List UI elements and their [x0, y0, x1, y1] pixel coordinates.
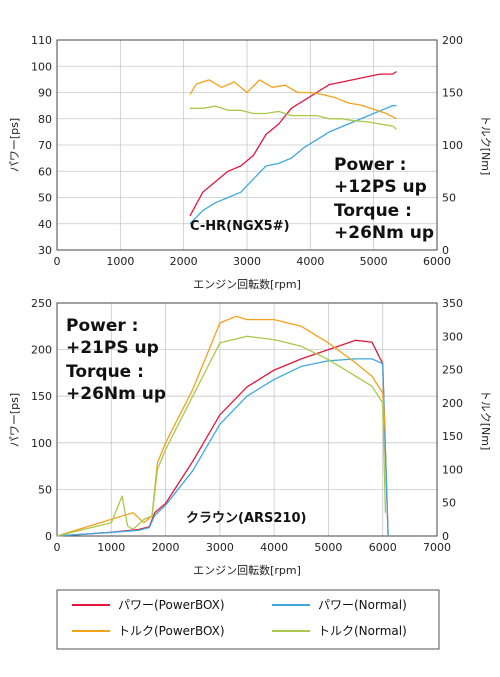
- legend-item-power-normal: パワー(Normal): [272, 598, 407, 612]
- chart-crown-model-label: クラウン(ARS210): [186, 511, 306, 526]
- chart-c-hr-y-left-tick-label: 110: [31, 34, 52, 47]
- chart-c-hr-y-left-tick-label: 50: [38, 192, 52, 205]
- chart-c-hr-y-right-tick-label: 50: [442, 192, 456, 205]
- chart-crown-y-right-tick-label: 150: [442, 430, 463, 443]
- chart-c-hr-series-power-normal: [189, 104, 397, 225]
- chart-c-hr-y-right-tick-label: 150: [442, 87, 463, 100]
- chart-c-hr-y-left-title: パワー[ps]: [8, 118, 21, 172]
- chart-c-hr-x-tick-label: 0: [54, 255, 61, 268]
- chart-crown-y-left-title: パワー[ps]: [8, 393, 21, 447]
- chart-c-hr-y-right-tick-label: 200: [442, 34, 463, 47]
- chart-crown-anno-4: +26Nm up: [66, 384, 166, 404]
- legend-item-power-powerbox: パワー(PowerBOX): [72, 598, 225, 612]
- chart-c-hr-x-tick-label: 4000: [296, 255, 324, 268]
- legend-label: トルク(Normal): [318, 624, 407, 638]
- chart-c-hr: 0 1000 2000 3000 4000 5000 6000304050607080901…: [8, 34, 492, 291]
- chart-crown-y-right-tick-label: 200: [442, 397, 463, 410]
- chart-c-hr-x-tick-label: 1000: [106, 255, 134, 268]
- chart-crown-y-right-tick-label: 100: [442, 463, 463, 476]
- chart-crown-y-right-title: トルク[Nm]: [479, 390, 492, 451]
- chart-crown-y-right-tick-label: 50: [442, 497, 456, 510]
- chart-crown-y-left-tick-label: 200: [31, 344, 52, 357]
- chart-c-hr-series-power-powerbox: [189, 70, 397, 217]
- chart-c-hr-y-left-tick-label: 30: [38, 244, 52, 257]
- legend-label: パワー(Normal): [318, 598, 407, 612]
- chart-c-hr-y-left-tick-label: 60: [38, 165, 52, 178]
- chart-c-hr-anno-2: +12PS up: [334, 177, 427, 197]
- legend: パワー(PowerBOX) パワー(Normal) トルク(PowerBOX) …: [56, 589, 440, 650]
- chart-c-hr-ticks: 0 1000 2000 3000 4000 5000 6000304050607080901…: [31, 34, 463, 268]
- chart-crown-y-left-tick-label: 250: [31, 297, 52, 310]
- chart-c-hr-y-left-tick-label: 90: [38, 87, 52, 100]
- chart-c-hr-x-tick-label: 5000: [360, 255, 388, 268]
- chart-crown-anno-3: Torque :: [66, 362, 144, 382]
- chart-crown-y-left-tick-label: 0: [45, 530, 52, 543]
- chart-c-hr-y-left-tick-label: 80: [38, 113, 52, 126]
- chart-crown-y-left-tick-label: 50: [38, 483, 52, 496]
- chart-c-hr-y-left-tick-label: 40: [38, 218, 52, 231]
- chart-crown-x-tick-label: 1000: [97, 541, 125, 554]
- chart-c-hr-y-right-title: トルク[Nm]: [479, 115, 492, 176]
- chart-crown-x-tick-label: 6000: [369, 541, 397, 554]
- legend-label: トルク(PowerBOX): [118, 624, 225, 638]
- chart-c-hr-x-tick-label: 6000: [423, 255, 451, 268]
- chart-c-hr-y-left-tick-label: 70: [38, 139, 52, 152]
- chart-c-hr-anno-4: +26Nm up: [334, 223, 434, 243]
- chart-crown-x-tick-label: 5000: [314, 541, 342, 554]
- chart-c-hr-series-torque-normal: [190, 105, 397, 130]
- chart-c-hr-series-torque-powerbox: [189, 79, 397, 120]
- legend-item-torque-powerbox: トルク(PowerBOX): [72, 624, 225, 638]
- chart-crown-x-tick-label: 2000: [152, 541, 180, 554]
- legend-box: [56, 589, 440, 650]
- chart-c-hr-anno-1: Power :: [334, 155, 406, 175]
- chart-crown-anno-2: +21PS up: [66, 338, 159, 358]
- chart-c-hr-model-label: C-HR(NGX5#): [190, 219, 290, 234]
- chart-crown-y-right-tick-label: 300: [442, 330, 463, 343]
- chart-c-hr-x-tick-label: 3000: [233, 255, 261, 268]
- chart-c-hr-y-left-tick-label: 100: [31, 60, 52, 73]
- chart-c-hr-x-tick-label: 2000: [170, 255, 198, 268]
- chart-crown-series-torque-normal: [56, 335, 387, 537]
- chart-crown-y-right-tick-label: 0: [442, 530, 449, 543]
- chart-crown-series-power-normal: [56, 358, 389, 537]
- chart-crown-x-title: エンジン回転数[rpm]: [193, 564, 301, 577]
- chart-crown-x-tick-label: 4000: [260, 541, 288, 554]
- legend-label: パワー(PowerBOX): [118, 598, 225, 612]
- legend-item-torque-normal: トルク(Normal): [272, 624, 407, 638]
- chart-c-hr-y-right-tick-label: 100: [442, 139, 463, 152]
- chart-crown-y-left-tick-label: 100: [31, 437, 52, 450]
- chart-c-hr-x-title: エンジン回転数[rpm]: [193, 278, 301, 291]
- chart-crown-y-left-tick-label: 150: [31, 390, 52, 403]
- chart-c-hr-y-right-tick-label: 0: [442, 244, 449, 257]
- chart-crown-x-tick-label: 7000: [423, 541, 451, 554]
- chart-crown-frame: [56, 302, 438, 537]
- chart-crown-x-tick-label: 3000: [206, 541, 234, 554]
- chart-c-hr-anno-3: Torque :: [334, 201, 412, 221]
- chart-crown-x-tick-label: 0: [54, 541, 61, 554]
- chart-c-hr-frame: [56, 39, 438, 251]
- chart-crown-y-right-tick-label: 350: [442, 297, 463, 310]
- chart-crown-lines: [56, 315, 389, 537]
- chart-crown-ticks: 0 1000 2000 3000 4000 5000 6000 700005010015020…: [31, 297, 463, 554]
- chart-crown-anno-1: Power :: [66, 316, 138, 336]
- chart-crown: 0 1000 2000 3000 4000 5000 6000 700005010015020…: [8, 297, 492, 577]
- chart-c-hr-lines: [189, 70, 397, 225]
- chart-crown-y-right-tick-label: 250: [442, 364, 463, 377]
- chart-crown-series-power-powerbox: [56, 339, 389, 537]
